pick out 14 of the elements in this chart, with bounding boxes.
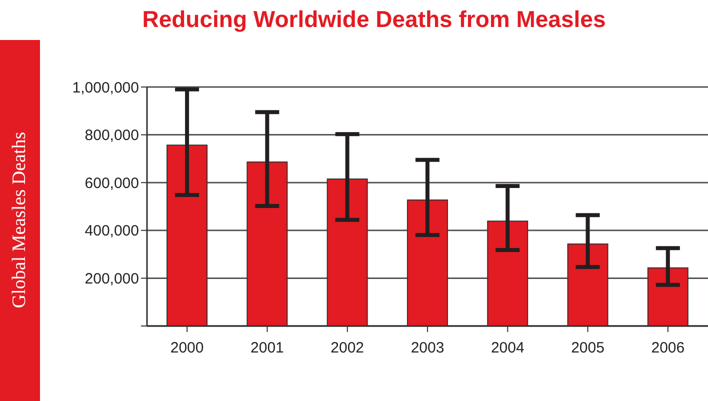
y-tick-label: 600,000: [84, 174, 139, 192]
x-tick-label: 2000: [170, 340, 204, 357]
y-tick-label: 400,000: [84, 222, 139, 240]
y-tick-label: 200,000: [84, 270, 139, 288]
x-tick-label: 2005: [571, 340, 604, 357]
x-tick-label: 2001: [250, 340, 284, 357]
y-tick-label: 1,000,000: [72, 79, 139, 96]
y-tick-label: 800,000: [84, 127, 139, 144]
x-tick-label: 2003: [410, 340, 444, 357]
y-axis-title: Global Measles Deaths: [9, 132, 31, 308]
chart-title: Reducing Worldwide Deaths from Measles: [141, 6, 607, 33]
x-tick-label: 2004: [490, 340, 524, 357]
x-tick-label: 2006: [651, 340, 685, 357]
x-tick-label: 2002: [330, 340, 364, 357]
